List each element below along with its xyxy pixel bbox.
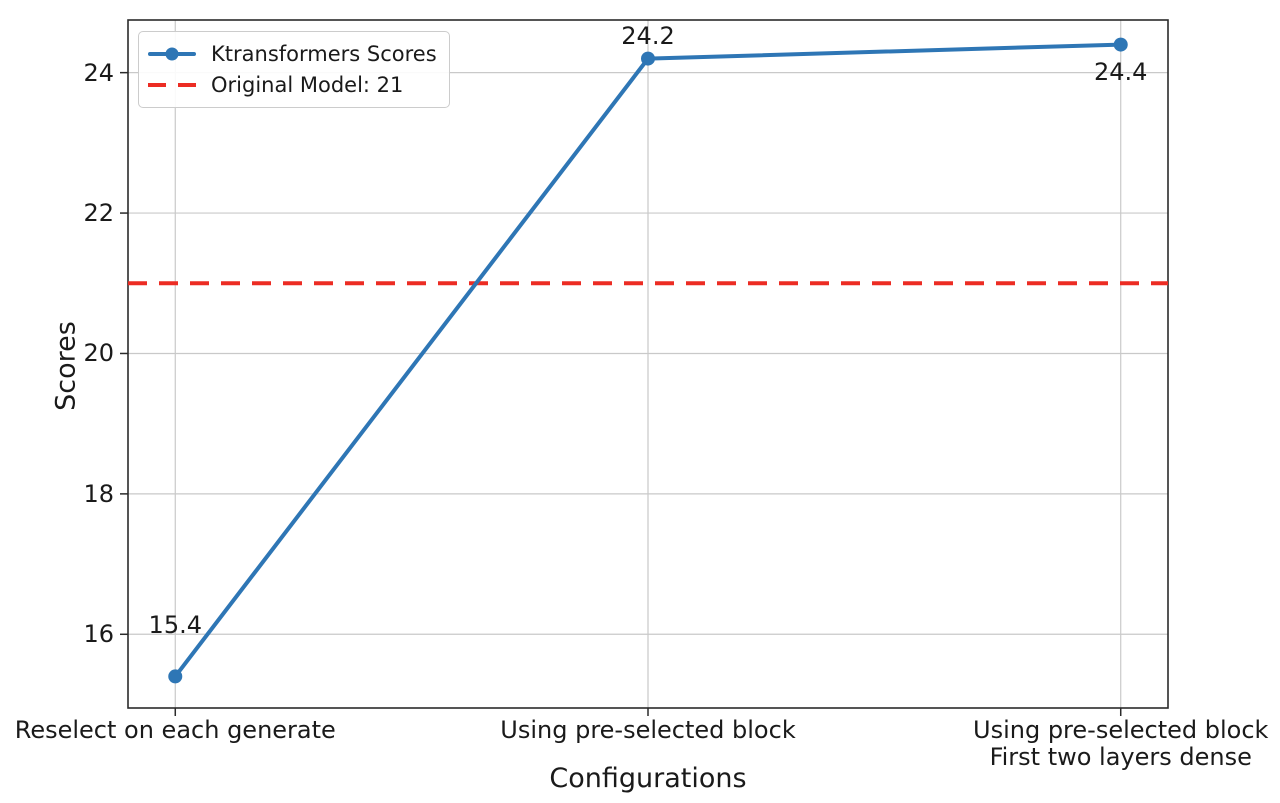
data-point xyxy=(168,669,183,684)
legend-line-sample xyxy=(148,47,196,61)
legend: Ktransformers Scores Original Model: 21 xyxy=(138,31,450,108)
x-axis-title: Configurations xyxy=(549,763,747,794)
legend-marker-dot xyxy=(165,47,179,61)
data-point xyxy=(1113,37,1128,52)
data-point xyxy=(641,51,655,66)
legend-item-series: Ktransformers Scores xyxy=(148,41,437,67)
legend-dash-sample xyxy=(148,83,196,87)
y-axis-title: Scores xyxy=(50,321,82,411)
legend-label-series: Ktransformers Scores xyxy=(211,42,437,66)
legend-label-reference: Original Model: 21 xyxy=(211,73,404,97)
legend-item-reference: Original Model: 21 xyxy=(148,72,437,98)
